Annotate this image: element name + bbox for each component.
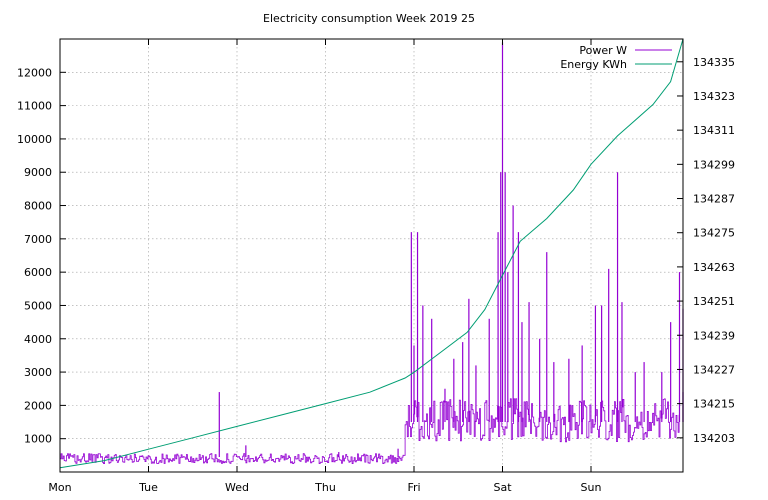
y-left-tick-label: 4000 bbox=[24, 333, 52, 346]
energy-line bbox=[59, 38, 684, 469]
energy-series bbox=[59, 38, 684, 469]
x-tick-label: Wed bbox=[225, 481, 249, 494]
y-right-tick-label: 134299 bbox=[693, 158, 735, 171]
y-right-tick-label: 134323 bbox=[693, 90, 735, 103]
y-left-tick-label: 1000 bbox=[24, 433, 52, 446]
plot-frame bbox=[59, 38, 684, 473]
y-left-tick-label: 3000 bbox=[24, 366, 52, 379]
power-baseline bbox=[60, 398, 680, 464]
y-left-tick-label: 9000 bbox=[24, 166, 52, 179]
x-tick-label: Tue bbox=[138, 481, 158, 494]
y-right-tick-label: 134227 bbox=[693, 363, 735, 376]
x-tick-label: Sun bbox=[581, 481, 602, 494]
x-axis: Mon Tue Wed Thu Fri Sat Sun bbox=[48, 39, 601, 494]
legend-label-power: Power W bbox=[579, 44, 627, 57]
y-axis-right: 134203 134215 134227 134239 134251 134263 1342… bbox=[677, 56, 735, 445]
y-left-tick-label: 10000 bbox=[17, 133, 52, 146]
y-right-tick-label: 134215 bbox=[693, 398, 735, 411]
y-right-tick-label: 134263 bbox=[693, 261, 735, 274]
y-left-tick-label: 5000 bbox=[24, 299, 52, 312]
y-right-tick-label: 134287 bbox=[693, 193, 735, 206]
y-right-tick-label: 134311 bbox=[693, 124, 735, 137]
y-right-tick-label: 134251 bbox=[693, 295, 735, 308]
y-left-tick-label: 11000 bbox=[17, 100, 52, 113]
chart-title: Electricity consumption Week 2019 25 bbox=[263, 12, 475, 25]
y-right-tick-label: 134335 bbox=[693, 56, 735, 69]
y-right-tick-label: 134203 bbox=[693, 432, 735, 445]
y-left-tick-label: 2000 bbox=[24, 399, 52, 412]
x-tick-label: Sat bbox=[493, 481, 512, 494]
x-tick-label: Fri bbox=[407, 481, 420, 494]
legend: Power W Energy KWh bbox=[560, 44, 672, 71]
y-left-tick-label: 6000 bbox=[24, 266, 52, 279]
y-right-tick-label: 134275 bbox=[693, 227, 735, 240]
power-series bbox=[60, 42, 684, 464]
y-left-tick-label: 7000 bbox=[24, 233, 52, 246]
x-tick-label: Thu bbox=[314, 481, 336, 494]
y-right-tick-label: 134239 bbox=[693, 329, 735, 342]
y-left-tick-label: 12000 bbox=[17, 66, 52, 79]
x-tick-label: Mon bbox=[48, 481, 71, 494]
y-axis-left: 1000 2000 3000 4000 5000 6000 7000 8000 9000 1000… bbox=[17, 66, 66, 446]
legend-label-energy: Energy KWh bbox=[560, 58, 627, 71]
y-left-tick-label: 8000 bbox=[24, 200, 52, 213]
